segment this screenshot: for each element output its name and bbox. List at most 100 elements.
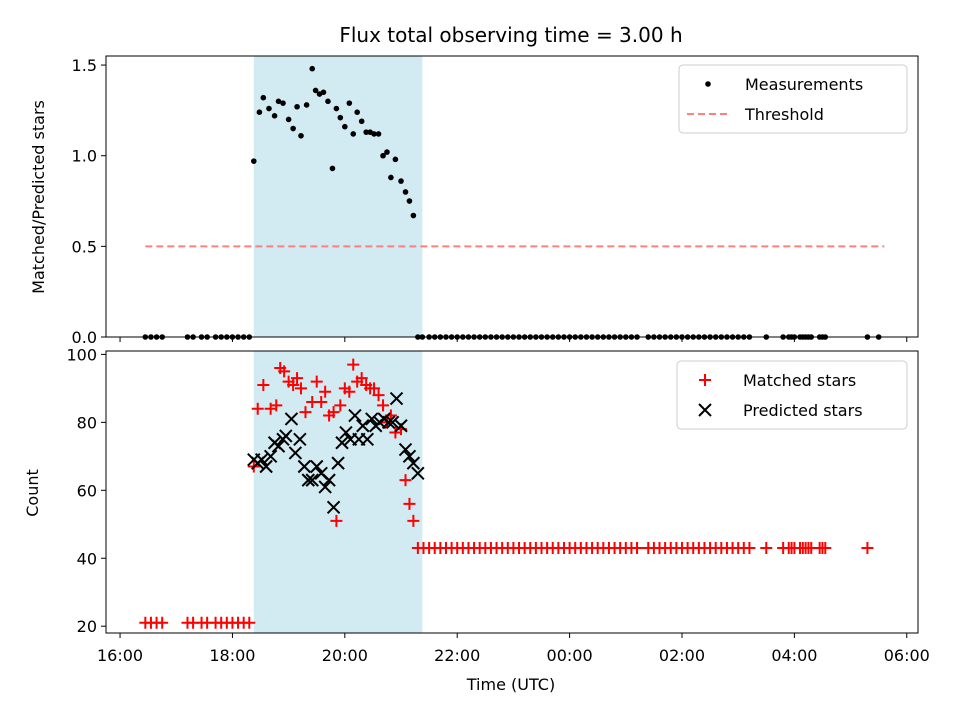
measurements-point: [337, 114, 344, 121]
measurements-point: [350, 131, 357, 137]
predicted-stars-point: [259, 459, 273, 474]
x-axis-label: Time (UTC): [466, 675, 555, 694]
matched-stars-point: [299, 406, 312, 419]
legend-predicted-marker: [698, 403, 712, 417]
matched-stars-point: [287, 378, 300, 391]
top-x-ticks: [119, 337, 908, 342]
measurements-point: [354, 109, 360, 115]
legend-matched-label: Matched stars: [743, 371, 856, 390]
y-tick-label: 0.0: [72, 328, 97, 347]
predicted-stars-point: [310, 459, 324, 474]
matched-stars-point: [315, 395, 328, 408]
predicted-stars-point: [271, 439, 286, 453]
legend-threshold-label: Threshold: [744, 105, 824, 124]
x-tick-label: 02:00: [659, 646, 705, 665]
bottom-panel-marks: [139, 358, 874, 629]
measurements-point: [303, 102, 310, 108]
predicted-stars-point: [279, 429, 293, 443]
measurements-point: [271, 113, 278, 119]
matched-stars-point: [372, 389, 385, 402]
measurements-point: [294, 103, 300, 110]
measurements-point: [275, 98, 282, 105]
measurements-point: [388, 174, 394, 181]
predicted-stars-point: [339, 425, 353, 440]
measurements-point: [398, 178, 404, 184]
y-tick-label: 0.5: [72, 237, 97, 256]
y-tick-label: 80: [77, 413, 97, 432]
matched-stars-point: [319, 385, 332, 398]
predicted-stars-point: [348, 408, 362, 423]
measurements-point: [260, 94, 267, 101]
top-y-axis: 0.0 0.5 1.0 1.5: [72, 56, 106, 347]
measurements-point: [329, 165, 336, 172]
predicted-stars-point: [331, 456, 345, 470]
measurements-point: [346, 100, 353, 106]
measurements-point: [375, 131, 382, 137]
predicted-stars-point: [326, 500, 341, 514]
measurements-point: [392, 156, 399, 163]
bottom-x-axis: 16:00 18:00 20:00 22:00 00:00 02:00 04:00 06:00: [97, 633, 930, 665]
x-tick-label: 04:00: [771, 646, 817, 665]
predicted-stars-point: [288, 446, 303, 460]
matched-stars-point: [278, 365, 291, 378]
bottom-y-axis-label: Count: [23, 469, 42, 517]
matched-stars-point: [347, 358, 360, 371]
predicted-stars-point: [394, 419, 408, 433]
predicted-stars-point: [411, 466, 425, 481]
measurements-point: [358, 118, 365, 125]
matched-stars-point: [330, 514, 343, 527]
predicted-stars-point: [381, 415, 396, 430]
matched-stars-point: [327, 406, 340, 419]
y-tick-label: 1.5: [72, 56, 97, 75]
top-panel: 0.0 0.5 1.0 1.5 Matched/Predicted stars Mea…: [29, 55, 919, 347]
predicted-stars-point: [389, 391, 404, 406]
predicted-stars-point: [360, 432, 375, 447]
predicted-stars-point: [263, 449, 278, 464]
highlight-span-bottom: [253, 351, 423, 633]
measurements-point: [371, 131, 377, 137]
matched-stars-point: [156, 616, 169, 629]
matched-stars-point: [377, 399, 390, 412]
measurements-point: [256, 109, 263, 115]
predicted-stars-point: [398, 442, 413, 457]
bottom-legend-box: [676, 360, 908, 430]
highlight-span-top: [253, 56, 423, 337]
measurements-point: [280, 100, 286, 106]
legend-measurements-marker: [705, 81, 711, 87]
predicted-stars-point: [356, 419, 370, 433]
matched-stars-point: [251, 402, 264, 415]
x-tick-label: 06:00: [884, 646, 930, 665]
y-tick-label: 1.0: [72, 147, 97, 166]
top-legend-box: [678, 64, 908, 134]
matched-stars-point: [334, 399, 347, 412]
x-tick-label: 22:00: [434, 646, 480, 665]
matched-stars-point: [310, 375, 323, 388]
predicted-stars-point: [305, 473, 319, 487]
measurements-point: [285, 116, 292, 123]
x-tick-label: 20:00: [322, 646, 368, 665]
legend-measurements-label: Measurements: [745, 75, 863, 94]
measurements-point: [290, 125, 296, 132]
measurements-point: [384, 149, 390, 155]
measurements-point: [312, 87, 319, 94]
legend-predicted-label: Predicted stars: [743, 401, 863, 420]
predicted-stars-point: [406, 456, 421, 470]
measurements-point: [380, 152, 386, 159]
y-tick-label: 20: [77, 617, 97, 636]
bottom-panel: 20 40 60 80 100 16:00 18:00 20:00 22:00 00:00 02:…: [23, 345, 930, 694]
x-tick-label: 00:00: [547, 646, 593, 665]
matched-stars-point: [743, 542, 756, 555]
predicted-stars-point: [335, 436, 349, 450]
measurements-point: [333, 105, 340, 112]
matched-stars-point: [861, 542, 874, 555]
predicted-stars-point: [293, 432, 307, 447]
predicted-stars-point: [402, 449, 417, 464]
measurements-point: [342, 123, 348, 130]
x-tick-label: 16:00: [97, 646, 143, 665]
legend-matched-marker: [699, 374, 711, 386]
y-tick-label: 100: [66, 345, 97, 364]
measurements-point: [250, 158, 257, 164]
matched-stars-point: [343, 385, 356, 398]
bottom-legend: Matched stars Predicted stars: [676, 360, 908, 430]
